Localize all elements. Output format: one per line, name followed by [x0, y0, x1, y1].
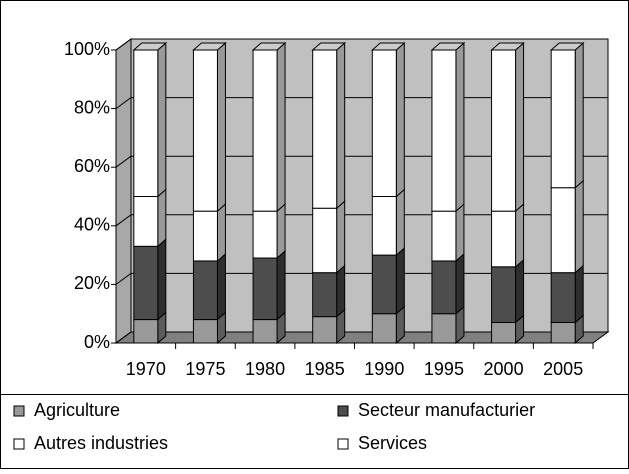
bar-side	[336, 264, 346, 318]
bar-side	[216, 252, 226, 321]
bar-side	[395, 41, 405, 198]
y-tick-label: 60%	[74, 156, 110, 176]
bar-side	[276, 41, 286, 213]
grid-line-side	[115, 214, 132, 227]
bar-side	[336, 200, 346, 274]
bar-segment	[491, 266, 517, 323]
bar-segment	[431, 210, 457, 262]
bar-segment	[550, 49, 576, 189]
bar-segment	[431, 260, 457, 315]
bar-side	[395, 188, 405, 257]
bar-segment	[133, 49, 159, 197]
bar-segment	[371, 254, 397, 315]
bar-side	[157, 238, 167, 321]
bar-side	[515, 203, 525, 268]
bar-segment	[491, 49, 517, 212]
x-tick-label: 1995	[424, 359, 464, 379]
bar-side	[336, 41, 346, 210]
bar-segment	[133, 196, 159, 247]
bar-top	[370, 42, 406, 51]
bar-side	[515, 258, 525, 324]
bar-segment	[550, 321, 576, 344]
grid-line-side	[115, 272, 132, 285]
y-tick-label: 0%	[84, 332, 110, 352]
bar-side	[276, 249, 286, 321]
bar-segment	[252, 210, 278, 259]
bar-top	[549, 42, 585, 51]
bar-side	[574, 41, 584, 189]
bar-segment	[252, 319, 278, 344]
grid-line-side	[115, 97, 132, 110]
bar-side	[276, 203, 286, 260]
bar-segment	[252, 49, 278, 212]
bar-segment	[312, 316, 338, 344]
bar-segment	[371, 313, 397, 344]
y-tick-label: 100%	[64, 39, 110, 59]
legend-label: Secteur manufacturier	[358, 400, 535, 420]
bar-segment	[192, 260, 218, 321]
bar-segment	[371, 196, 397, 256]
bar-side	[455, 252, 465, 315]
legend-swatch	[13, 438, 25, 450]
bar-side	[574, 264, 584, 324]
legend-label: Autres industries	[34, 433, 168, 453]
x-tick-label: 1990	[364, 359, 404, 379]
x-tick-label: 2005	[543, 359, 583, 379]
floor	[114, 331, 610, 344]
bar-side	[455, 41, 465, 213]
bar-side	[455, 203, 465, 263]
bar-top	[311, 42, 347, 51]
y-tick-label: 80%	[74, 97, 110, 117]
bar-segment	[491, 210, 517, 268]
bar-side	[515, 41, 525, 213]
bar-segment	[550, 272, 576, 323]
bar-segment	[133, 319, 159, 344]
legend-label: Agriculture	[34, 400, 120, 420]
bar-segment	[192, 210, 218, 262]
x-tick-label: 2000	[484, 359, 524, 379]
x-tick-label: 1985	[305, 359, 345, 379]
bar-side	[157, 41, 167, 198]
bar-top	[192, 42, 227, 51]
legend-swatch	[337, 405, 349, 417]
bar-segment	[312, 49, 338, 209]
legend-swatch	[337, 438, 349, 450]
bar-top	[251, 42, 287, 51]
bar-side	[574, 179, 584, 274]
y-tick-label: 40%	[74, 215, 110, 235]
bar-side	[395, 246, 405, 315]
grid-line-side	[115, 331, 132, 344]
grid-line-side	[115, 155, 132, 168]
bar-segment	[491, 321, 517, 344]
bar-top	[430, 42, 466, 51]
side-wall	[115, 38, 132, 344]
x-tick-label: 1970	[126, 359, 166, 379]
bar-side	[216, 41, 226, 213]
bar-side	[216, 203, 226, 263]
x-tick-label: 1980	[245, 359, 285, 379]
bar-segment	[192, 319, 218, 344]
bar-segment	[312, 272, 338, 318]
grid-line-side	[115, 38, 132, 51]
bar-segment	[371, 49, 397, 197]
bar-top	[490, 42, 525, 51]
y-tick-label: 20%	[74, 273, 110, 293]
legend-swatch	[13, 405, 25, 417]
bar-segment	[133, 245, 159, 321]
legend-label: Services	[358, 433, 427, 453]
bar-segment	[550, 187, 576, 274]
bar-segment	[312, 207, 338, 274]
x-tick-label: 1975	[185, 359, 225, 379]
bar-segment	[252, 257, 278, 321]
bar-segment	[431, 49, 457, 212]
bar-segment	[192, 49, 218, 212]
bar-segment	[431, 313, 457, 344]
bar-side	[157, 188, 167, 248]
bar-top	[132, 42, 168, 51]
